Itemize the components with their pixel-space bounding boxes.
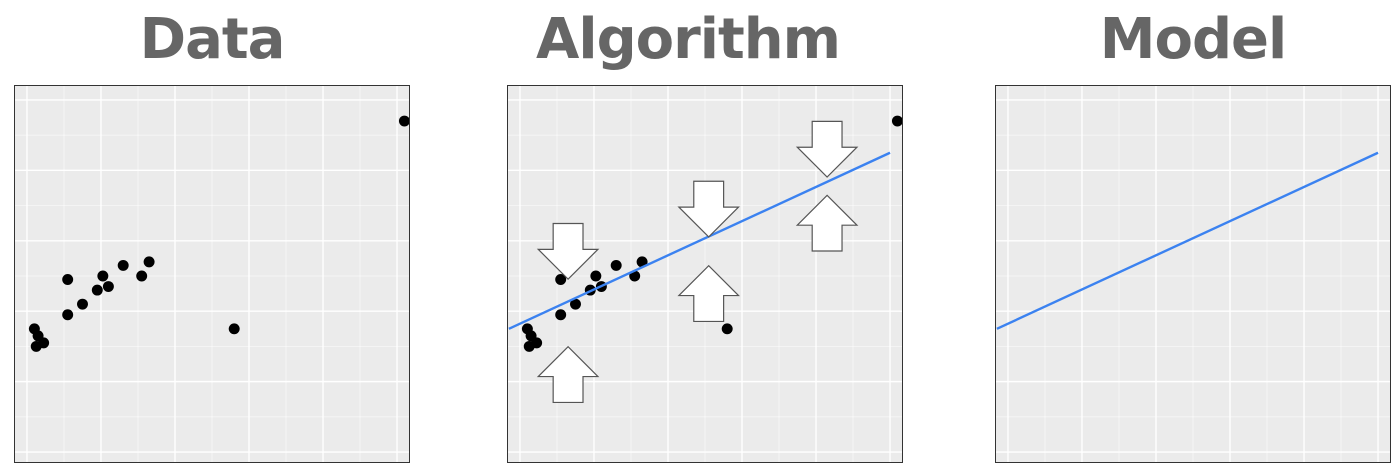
arrow-down-icon	[677, 180, 740, 238]
data-point	[143, 256, 155, 268]
data-point	[590, 270, 602, 282]
data-point	[102, 281, 114, 293]
data-point	[555, 274, 567, 285]
data-point	[531, 337, 543, 349]
data-title: Data	[139, 6, 286, 72]
arrow-up-icon	[795, 194, 859, 252]
algorithm-title: Algorithm	[536, 6, 841, 72]
arrow-down-icon	[795, 120, 859, 178]
data-point	[62, 309, 74, 321]
regression-line	[508, 151, 891, 330]
data-point	[228, 323, 240, 335]
data-point	[117, 259, 129, 271]
algorithm-panel	[507, 85, 903, 463]
data-panel	[14, 85, 410, 463]
data-point	[636, 256, 648, 268]
arrow-up-icon	[677, 264, 740, 323]
data-point	[91, 284, 103, 296]
regression-line	[996, 151, 1379, 330]
data-point	[398, 115, 409, 127]
data-point	[38, 337, 50, 349]
data-point	[570, 298, 581, 310]
data-point	[891, 115, 902, 127]
model-title: Model	[1099, 6, 1287, 72]
model-panel	[995, 85, 1391, 463]
data-point	[77, 298, 88, 310]
data-point	[721, 323, 733, 335]
data-point	[97, 270, 109, 282]
arrow-up-icon	[536, 345, 600, 404]
data-point	[62, 274, 74, 285]
algorithm-plot	[508, 86, 902, 462]
data-plot	[15, 86, 409, 462]
model-plot	[996, 86, 1390, 462]
arrow-down-icon	[536, 222, 600, 281]
data-point	[610, 259, 622, 271]
data-point	[555, 309, 567, 321]
data-point	[136, 270, 148, 282]
